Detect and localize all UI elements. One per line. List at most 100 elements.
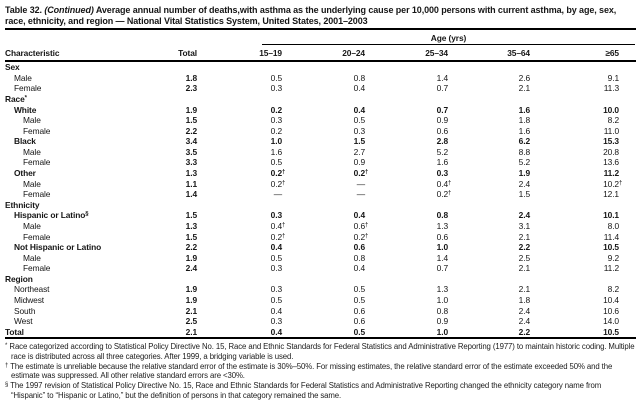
value-cell: 1.6: [518, 104, 530, 115]
footnote-marker: †: [5, 362, 9, 369]
column-header-20-24: 20–24: [342, 48, 365, 58]
row-label: Hispanic or Latino§: [14, 210, 89, 221]
value-cell: 11.3: [603, 83, 619, 94]
value-cell: 13.6: [603, 157, 619, 168]
row-label: Race*: [5, 94, 27, 105]
value-cell: 1.9: [518, 168, 530, 179]
value-cell: 0.3: [270, 210, 282, 221]
value-cell: 1.3: [185, 220, 197, 231]
section-row: Ethnicity: [5, 200, 619, 211]
value-cell: 1.6: [436, 157, 448, 168]
table-row: Total 2.1 0.4 0.5 1.0 2.2 10.5: [5, 326, 619, 337]
value-cell: 2.5: [185, 316, 197, 327]
value-cell: 1.9: [185, 295, 197, 305]
value-cell: 10.4: [603, 295, 619, 305]
section-row: Race*: [5, 94, 619, 105]
value-cell: 9.1: [607, 72, 619, 83]
table-title-text: Average annual number of deaths,with ast…: [5, 5, 617, 26]
footnote-marker: §: [85, 211, 89, 218]
row-label: Female: [14, 83, 42, 94]
value-cell: 2.1: [518, 83, 530, 94]
row-label: Male: [23, 146, 41, 157]
table-row: Male 3.5 1.6 2.7 5.2 8.8 20.8: [5, 147, 619, 158]
value-cell: 1.1: [185, 178, 197, 189]
value-cell: 10.5: [603, 326, 619, 337]
value-cell: 0.2†: [270, 178, 286, 189]
value-cell: 0.4: [270, 242, 282, 253]
value-cell: 0.4: [270, 305, 282, 316]
value-cell: 10.0: [603, 104, 619, 115]
column-header-characteristic: Characteristic: [5, 48, 60, 58]
section-row: Region: [5, 274, 619, 285]
value-cell: 0.4: [353, 104, 365, 115]
column-header-15-19: 15–19: [259, 48, 282, 58]
value-cell: 2.5: [518, 252, 530, 263]
value-cell: 1.5: [185, 210, 197, 221]
value-cell: 10.1: [603, 210, 619, 221]
value-cell: 11.2: [603, 168, 620, 179]
value-cell: 0.3: [353, 125, 365, 136]
table-number: Table 32.: [5, 5, 42, 15]
value-cell: 0.5: [353, 284, 365, 295]
row-label: Male: [23, 115, 41, 126]
value-cell: 11.2: [603, 263, 619, 274]
value-cell: 1.8: [185, 72, 197, 83]
value-cell: 2.1: [518, 284, 530, 295]
value-cell: 0.8: [436, 305, 448, 316]
value-cell: 1.3: [436, 220, 448, 231]
value-cell: 0.2†: [270, 168, 286, 179]
table-row: Female 2.3 0.3 0.4 0.7 2.1 11.3: [5, 83, 619, 94]
value-cell: 1.5: [185, 231, 197, 242]
column-header-65-plus: ≥65: [605, 48, 619, 58]
value-cell: 2.6: [518, 72, 530, 83]
value-cell: 1.0: [270, 136, 282, 147]
footnote: † The estimate is unreliable because the…: [5, 361, 613, 381]
value-cell: 5.2: [436, 146, 448, 157]
value-cell: 2.2: [518, 242, 530, 253]
value-cell: 8.2: [607, 115, 619, 126]
value-cell: 10.2†: [603, 178, 623, 189]
table-row: Midwest 1.9 0.5 0.5 1.0 1.8 10.4: [5, 295, 619, 306]
value-cell: 0.7: [436, 83, 448, 94]
value-cell: 0.3: [436, 168, 448, 179]
value-cell: 0.5: [270, 252, 282, 263]
value-cell: 0.4: [353, 210, 365, 221]
table-title: Table 32. (Continued) Average annual num…: [5, 5, 636, 26]
value-cell: 1.6: [518, 125, 530, 136]
value-cell: 11.0: [603, 125, 619, 136]
footnote: * Race categorized according to Statisti…: [5, 342, 635, 361]
table-row: Male 1.9 0.5 0.8 1.4 2.5 9.2: [5, 252, 619, 263]
value-cell: 2.2: [185, 242, 197, 253]
value-cell: 1.4: [185, 189, 197, 200]
table-body: Sex Male 1.8 0.5 0.8 1.4 2.6 9.1 Female 2.3 0.3 0.4…: [5, 62, 636, 337]
footnote-marker: §: [5, 382, 9, 389]
value-cell: 1.9: [185, 252, 197, 263]
value-cell: 15.3: [603, 136, 619, 147]
value-cell: 0.3: [270, 115, 282, 126]
value-cell: 0.3: [270, 83, 282, 94]
value-cell: 2.4: [518, 210, 530, 221]
value-cell: 1.5: [518, 189, 530, 200]
title-rule: [5, 28, 636, 30]
value-cell: 2.1: [185, 326, 197, 337]
value-cell: 2.4: [185, 263, 197, 274]
footnote-marker: *: [5, 343, 8, 350]
table-row: Black 3.4 1.0 1.5 2.8 6.2 15.3: [5, 136, 619, 147]
value-cell: 6.2: [518, 136, 530, 147]
row-label: Sex: [5, 62, 20, 73]
row-label: Female: [23, 125, 51, 136]
table-row: Male 1.8 0.5 0.8 1.4 2.6 9.1: [5, 73, 619, 84]
value-cell: 0.4†: [436, 178, 452, 189]
value-cell: 2.2: [518, 326, 530, 337]
value-cell: 1.4: [436, 252, 448, 263]
row-label: Male: [23, 252, 41, 263]
value-cell: 0.2: [270, 125, 282, 136]
footnote: § The 1997 revision of Statistical Polic…: [5, 381, 602, 401]
value-cell: 3.4: [185, 136, 197, 147]
table-row: Male 1.5 0.3 0.5 0.9 1.8 8.2: [5, 115, 619, 126]
value-cell: 1.5: [353, 136, 365, 147]
value-cell: 2.3: [185, 83, 197, 94]
value-cell: —: [356, 189, 365, 200]
table-row: Male 1.3 0.4† 0.6† 1.3 3.1 8.0: [5, 221, 619, 232]
value-cell: 8.0: [607, 220, 619, 231]
